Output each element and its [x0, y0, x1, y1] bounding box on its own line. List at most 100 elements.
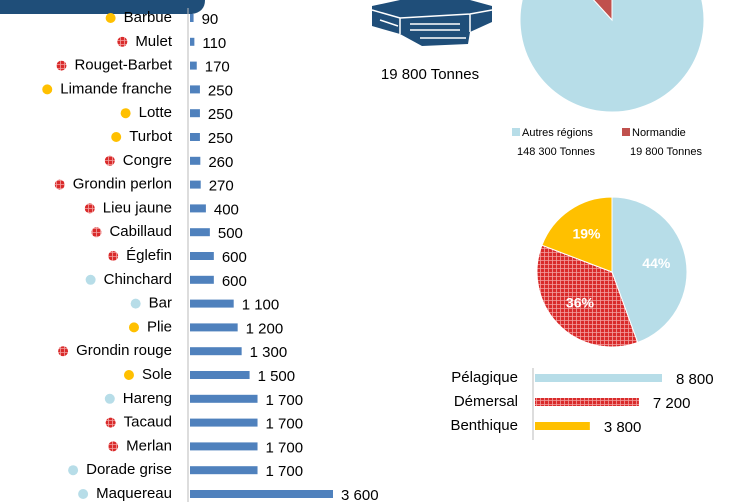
value-label: 1 200 [246, 320, 284, 337]
type-marker [55, 180, 65, 190]
type-marker [106, 418, 116, 428]
bar [190, 85, 200, 93]
bar [190, 442, 258, 450]
category-label: Églefin [126, 247, 172, 264]
category-label: Sole [142, 366, 172, 383]
bar [535, 374, 662, 382]
legend-label: Autres régions [522, 127, 593, 139]
slice-label: 36% [566, 294, 595, 310]
bar [190, 490, 333, 498]
value-label: 1 500 [258, 368, 296, 385]
infographic: Barbue 90 Mulet 110 Rouget-Barbet 170 Limande … [0, 0, 731, 504]
type-marker [42, 84, 52, 94]
type-marker [111, 132, 121, 142]
legend-swatch [512, 128, 520, 136]
bar [190, 395, 258, 403]
bar [190, 133, 200, 141]
category-label: Plie [147, 318, 172, 335]
header-banner [0, 0, 205, 14]
value-label: 1 700 [266, 439, 304, 456]
category-label: Rouget-Barbet [74, 57, 172, 74]
legend-value: 19 800 Tonnes [630, 146, 702, 158]
slice-label: 19% [572, 226, 601, 242]
category-label: Bar [149, 295, 172, 312]
value-label: 7 200 [653, 395, 691, 412]
value-label: 8 800 [676, 371, 714, 388]
category-label: Grondin perlon [73, 176, 172, 193]
type-marker [86, 275, 96, 285]
crate-icon [372, 0, 492, 46]
legend-swatch [622, 128, 630, 136]
type-marker [105, 156, 115, 166]
type-marker [131, 299, 141, 309]
bar [190, 228, 210, 236]
category-label: Merlan [126, 437, 172, 454]
value-label: 600 [222, 273, 247, 290]
type-marker [68, 465, 78, 475]
bar [190, 276, 214, 284]
category-label: Dorade grise [86, 461, 172, 478]
value-label: 3 800 [604, 419, 642, 436]
type-marker [85, 203, 95, 213]
category-label: Cabillaud [109, 223, 172, 240]
value-label: 270 [209, 178, 234, 195]
value-label: 1 700 [266, 392, 304, 409]
category-label: Barbue [124, 9, 172, 26]
type-marker [124, 370, 134, 380]
category-label: Turbot [129, 128, 173, 145]
value-label: 250 [208, 106, 233, 123]
bar [535, 422, 590, 430]
value-label: 400 [214, 201, 239, 218]
bar [190, 347, 242, 355]
value-label: 260 [208, 154, 233, 171]
bar [190, 62, 197, 70]
bar [190, 157, 200, 165]
value-label: 250 [208, 130, 233, 147]
category-label: Démersal [454, 393, 518, 410]
category-label: Limande franche [60, 80, 172, 97]
value-label: 500 [218, 225, 243, 242]
bar [190, 14, 194, 22]
value-label: 1 700 [266, 416, 304, 433]
bar [190, 181, 201, 189]
category-label: Chinchard [104, 271, 172, 288]
value-label: 1 100 [242, 297, 280, 314]
slice-label: 44% [642, 255, 671, 271]
type-marker [108, 251, 118, 261]
annotation: 19 800 Tonnes [381, 66, 479, 83]
type-marker [78, 489, 88, 499]
type-marker [129, 322, 139, 332]
value-label: 1 300 [250, 344, 288, 361]
category-label: Lotte [139, 104, 172, 121]
value-label: 3 600 [341, 487, 379, 504]
bar [190, 371, 250, 379]
value-label: 1 700 [266, 463, 304, 480]
type-marker [58, 346, 68, 356]
bar [190, 109, 200, 117]
category-label: Pélagique [451, 369, 518, 386]
type-marker [56, 61, 66, 71]
category-label: Maquereau [96, 485, 172, 502]
type-marker [106, 13, 116, 23]
type-marker [91, 227, 101, 237]
category-label: Tacaud [124, 414, 172, 431]
value-label: 90 [202, 11, 219, 28]
value-label: 110 [202, 35, 226, 52]
type-marker [105, 394, 115, 404]
bar [190, 204, 206, 212]
legend-value: 148 300 Tonnes [517, 146, 596, 158]
value-label: 250 [208, 82, 233, 99]
bar [190, 300, 234, 308]
type-marker [121, 108, 131, 118]
bar [190, 252, 214, 260]
category-label: Mulet [135, 33, 173, 50]
bar [190, 323, 238, 331]
type-marker [117, 37, 127, 47]
bar [535, 398, 639, 406]
category-label: Congre [123, 152, 172, 169]
category-label: Hareng [123, 390, 172, 407]
value-label: 170 [205, 59, 230, 76]
category-label: Benthique [450, 417, 518, 434]
legend-label: Normandie [632, 127, 686, 139]
category-label: Lieu jaune [103, 199, 172, 216]
